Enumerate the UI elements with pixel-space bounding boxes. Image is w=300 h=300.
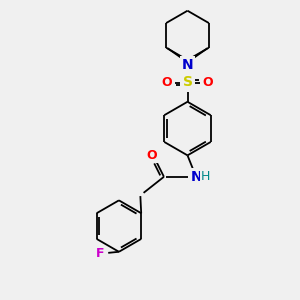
- Text: H: H: [201, 170, 210, 183]
- Text: F: F: [95, 248, 104, 260]
- Text: N: N: [182, 58, 193, 72]
- Text: O: O: [147, 149, 158, 162]
- Text: N: N: [190, 170, 202, 184]
- Text: O: O: [162, 76, 172, 89]
- Text: O: O: [202, 76, 213, 89]
- Text: S: S: [182, 76, 193, 89]
